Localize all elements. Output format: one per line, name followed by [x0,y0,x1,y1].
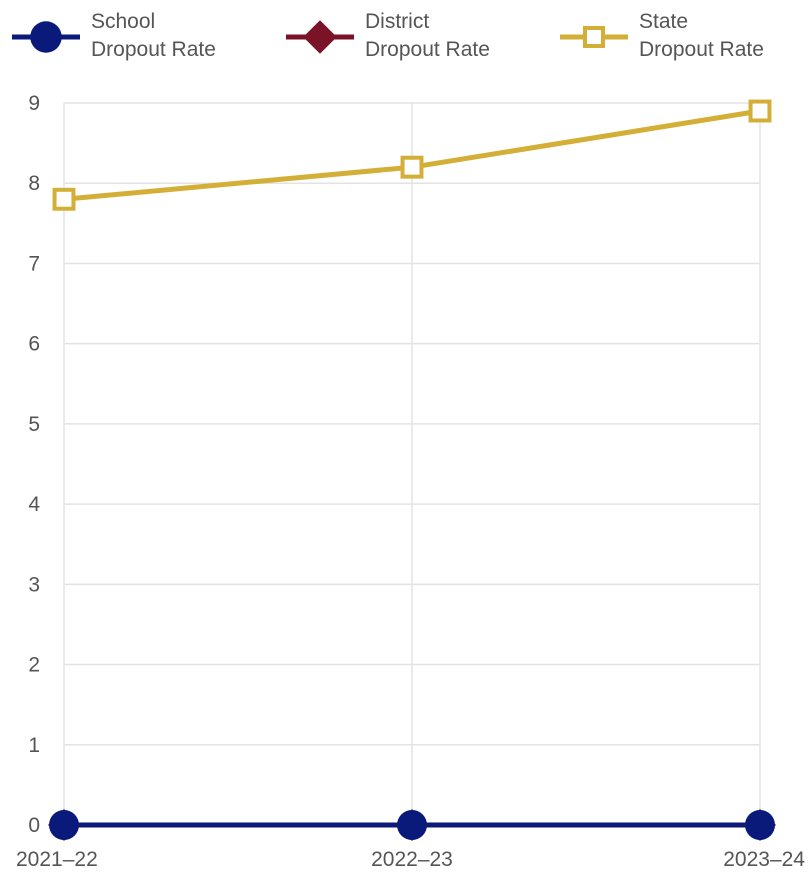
y-tick-label: 2 [28,654,40,677]
axes: 0 1 2 3 4 5 6 7 8 9 2021–22 2022–23 2023–24 [16,92,805,871]
legend-marker-swatch [30,21,62,53]
legend-label: Dropout Rate [639,38,764,61]
legend-label: Dropout Rate [365,38,490,61]
y-tick-label: 9 [28,92,40,115]
data-point [397,810,427,840]
y-tick-label: 6 [28,333,40,356]
legend-label: State [639,10,688,33]
legend-marker-swatch [303,20,337,54]
legend-label: Dropout Rate [91,38,216,61]
legend-label: District [365,10,429,33]
y-tick-label: 4 [28,493,40,516]
legend-item: School Dropout Rate [12,10,216,61]
legend-item: District Dropout Rate [286,10,490,61]
y-tick-label: 7 [28,252,40,275]
x-tick-label: 2023–24 [723,848,805,871]
legend-marker-swatch [583,26,605,48]
data-point [400,155,424,179]
data-point [52,187,76,211]
y-tick-label: 5 [28,413,40,436]
data-point [748,99,772,123]
y-tick-label: 0 [28,814,40,837]
y-tick-label: 3 [28,573,40,596]
x-tick-label: 2021–22 [16,848,98,871]
y-tick-label: 8 [28,172,40,195]
y-tick-label: 1 [28,734,40,757]
data-point [745,810,775,840]
series-markers [48,99,776,841]
x-tick-label: 2022–23 [371,848,453,871]
legend-item: State Dropout Rate [560,10,764,61]
data-point [49,810,79,840]
legend-label: School [91,10,155,33]
grid [63,102,761,835]
